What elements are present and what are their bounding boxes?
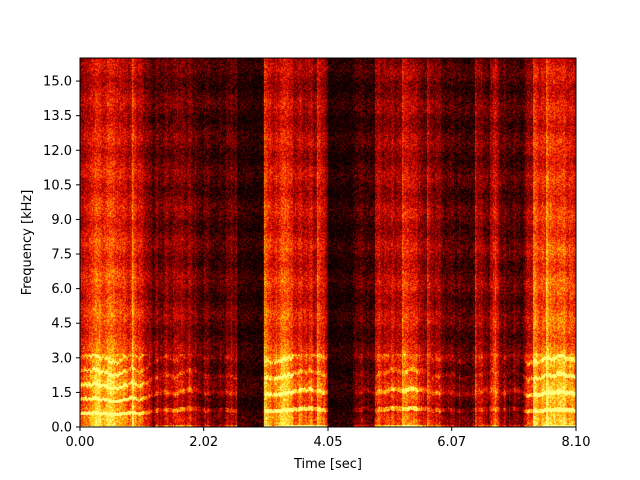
y-tick-label: 7.5 [51, 248, 72, 263]
x-axis-ticks: 0.00 2.02 4.05 6.07 8.10 [66, 427, 591, 450]
y-tick-label: 13.5 [43, 109, 72, 124]
y-axis-ticks: 0.0 1.5 3.0 4.5 6.0 7.5 9.0 10.5 12.0 13.5 15.0 [43, 75, 80, 436]
x-tick-label: 0.00 [66, 435, 95, 450]
x-tick-label: 6.07 [437, 435, 466, 450]
y-tick-label: 10.5 [43, 178, 72, 193]
spectrogram-heatmap-container [80, 58, 576, 427]
y-tick-label: 1.5 [51, 386, 72, 401]
x-axis-label: Time [sec] [293, 457, 362, 472]
y-axis-label: Frequency [kHz] [20, 190, 35, 296]
y-tick-label: 15.0 [43, 75, 72, 90]
y-tick-label: 6.0 [51, 282, 72, 297]
y-tick-label: 0.0 [51, 421, 72, 436]
y-tick-label: 4.5 [51, 317, 72, 332]
y-tick-label: 9.0 [51, 213, 72, 228]
x-tick-label: 8.10 [562, 435, 591, 450]
y-tick-label: 3.0 [51, 351, 72, 366]
y-tick-label: 12.0 [43, 144, 72, 159]
plot-area [79, 57, 577, 428]
x-tick-label: 4.05 [314, 435, 343, 450]
spectrogram-heatmap [80, 58, 576, 427]
x-tick-label: 2.02 [189, 435, 218, 450]
